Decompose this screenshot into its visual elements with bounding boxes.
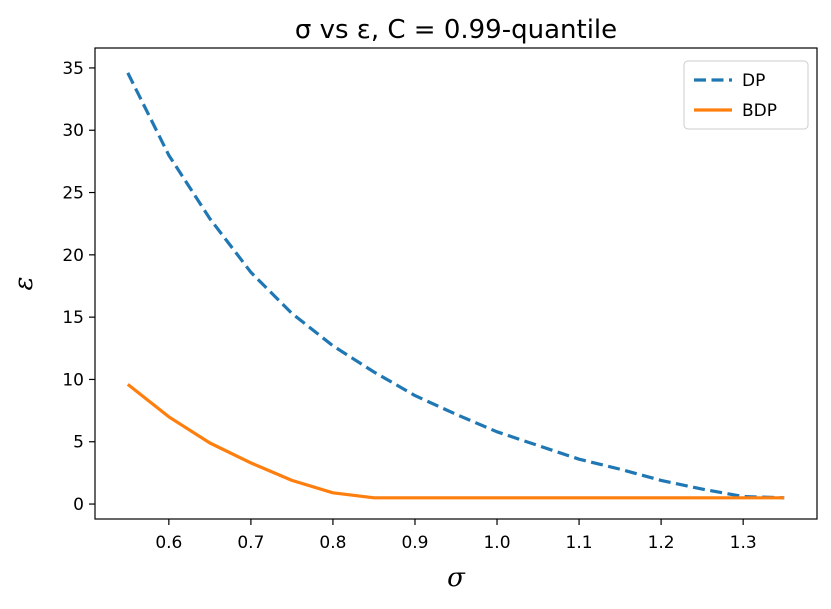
- x-tick-label: 0.6: [155, 533, 182, 553]
- y-tick-label: 15: [62, 308, 84, 328]
- x-axis-label: σ: [447, 563, 466, 593]
- legend-box: [683, 60, 809, 130]
- y-axis-label: ε: [9, 277, 39, 291]
- y-tick-label: 35: [62, 59, 84, 79]
- x-tick-label: 0.7: [237, 533, 264, 553]
- series-line-dp: [126, 72, 785, 500]
- x-tick-label: 1.2: [648, 533, 675, 553]
- x-tick-label: 0.8: [319, 533, 346, 553]
- y-tick-label: 5: [73, 433, 84, 453]
- legend: DP BDP: [683, 60, 809, 130]
- legend-label-dp: DP: [742, 71, 765, 91]
- y-tick-label: 10: [62, 370, 84, 390]
- x-tick-label: 0.9: [401, 533, 428, 553]
- x-tick-label: 1.3: [730, 533, 757, 553]
- y-tick-label: 20: [62, 246, 84, 266]
- chart-title: σ vs ε, C = 0.99-quantile: [295, 15, 617, 45]
- plot-frame: [94, 47, 818, 520]
- legend-label-bdp: BDP: [742, 101, 777, 121]
- x-tick-label: 1.0: [483, 533, 510, 553]
- y-tick-label: 0: [73, 495, 84, 515]
- y-tick-label: 25: [62, 184, 84, 204]
- x-tick-label: 1.1: [566, 533, 593, 553]
- series-line-bdp: [126, 383, 785, 500]
- y-tick-label: 30: [62, 121, 84, 141]
